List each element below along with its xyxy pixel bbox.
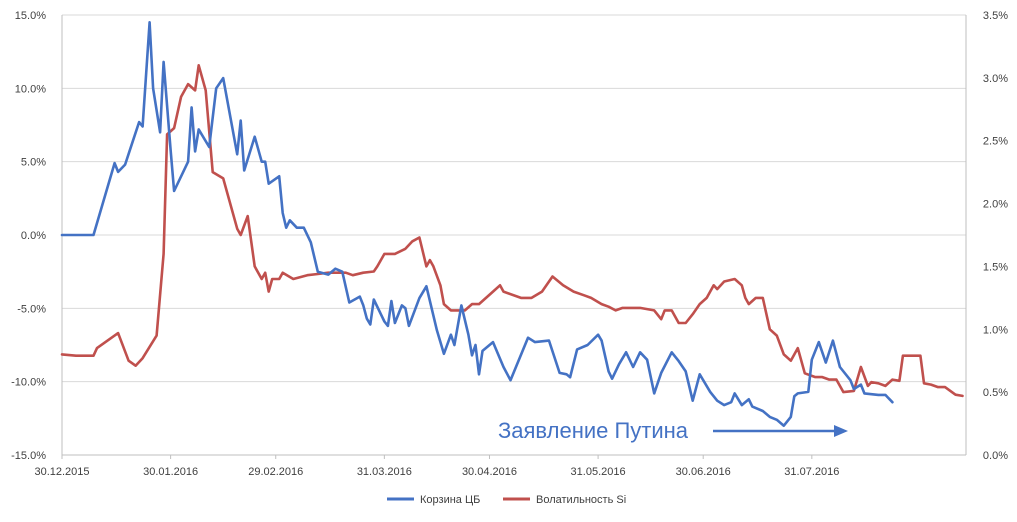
left-tick-label: -10.0% <box>11 377 46 389</box>
right-tick-label: 0.5% <box>983 387 1008 399</box>
legend-label-volatility: Волатильность Si <box>536 494 626 506</box>
x-tick-label: 30.12.2015 <box>34 466 89 478</box>
series-korzina-line <box>60 20 894 428</box>
left-tick-label: -5.0% <box>17 303 46 315</box>
right-tick-label: 1.0% <box>983 324 1008 336</box>
left-tick-label: 5.0% <box>21 157 46 169</box>
x-axis-ticks: 30.12.2015 30.01.2016 29.02.2016 31.03.2016… <box>34 455 839 478</box>
left-tick-label: 10.0% <box>15 83 46 95</box>
series-lines <box>60 20 964 428</box>
x-tick-label: 31.05.2016 <box>571 466 626 478</box>
right-tick-label: 0.0% <box>983 450 1008 462</box>
left-axis-ticks: 15.0% 10.0% 5.0% 0.0% -5.0% -10.0% -15.0% <box>11 10 46 462</box>
left-tick-label: 15.0% <box>15 10 46 22</box>
x-tick-label: 31.07.2016 <box>784 466 839 478</box>
right-axis-ticks: 3.5% 3.0% 2.5% 2.0% 1.5% 1.0% 0.5% 0.0% <box>983 10 1008 462</box>
x-tick-label: 29.02.2016 <box>248 466 303 478</box>
x-tick-label: 30.01.2016 <box>143 466 198 478</box>
right-tick-label: 3.5% <box>983 10 1008 22</box>
annotation-label: Заявление Путина <box>498 418 689 443</box>
right-tick-label: 2.0% <box>983 199 1008 211</box>
right-tick-label: 2.5% <box>983 136 1008 148</box>
legend: Корзина ЦБ Волатильность Si <box>387 494 626 506</box>
series-volatility-line <box>60 64 964 398</box>
x-tick-label: 31.03.2016 <box>357 466 412 478</box>
right-tick-label: 1.5% <box>983 261 1008 273</box>
annotation-arrow-head <box>834 425 848 437</box>
left-tick-label: -15.0% <box>11 450 46 462</box>
legend-label-korzina: Корзина ЦБ <box>420 494 480 506</box>
x-tick-label: 30.04.2016 <box>462 466 517 478</box>
right-tick-label: 3.0% <box>983 73 1008 85</box>
x-tick-label: 30.06.2016 <box>676 466 731 478</box>
annotation: Заявление Путина <box>498 418 848 443</box>
left-tick-label: 0.0% <box>21 230 46 242</box>
